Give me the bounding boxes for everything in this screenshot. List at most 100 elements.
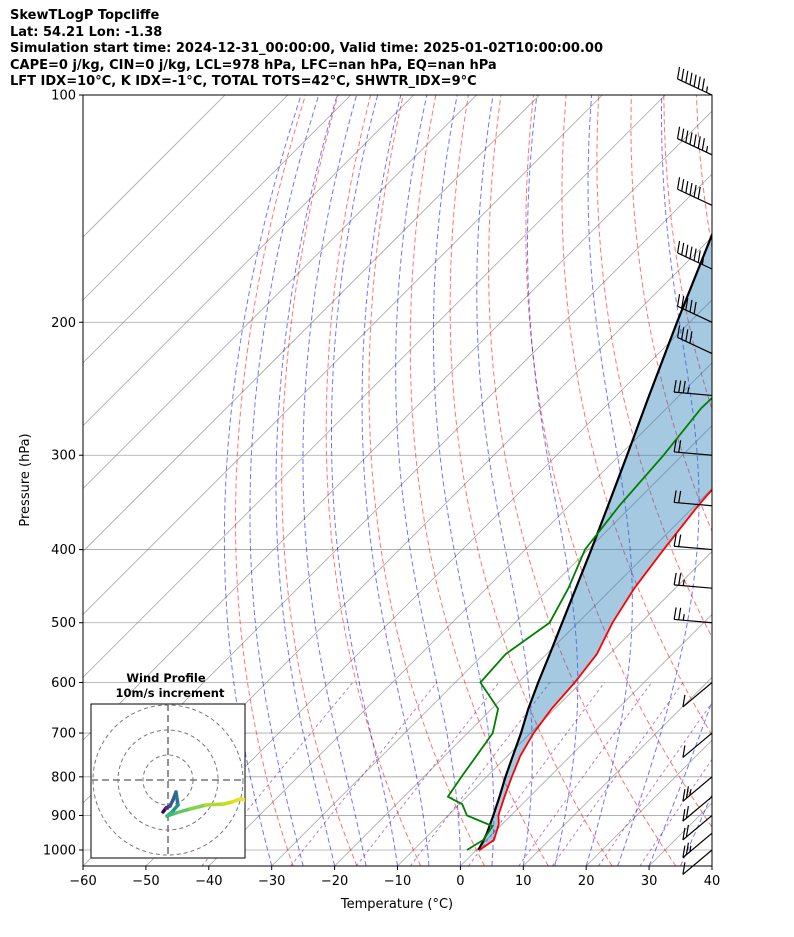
moist-adiabat xyxy=(223,95,302,866)
y-tick-label: 600 xyxy=(51,676,76,691)
chart-header: SkewTLogP Topcliffe Lat: 54.21 Lon: -1.3… xyxy=(10,8,603,91)
hodograph-segment xyxy=(204,802,226,807)
wind-barb-flag xyxy=(685,786,689,799)
dry-adiabat xyxy=(449,95,613,866)
moist-adiabat xyxy=(249,95,320,866)
x-tick-label: −60 xyxy=(69,874,96,889)
wind-barb-half-flag xyxy=(705,146,709,153)
isotherm-line xyxy=(397,550,712,866)
wind-barb xyxy=(676,177,713,206)
wind-barb xyxy=(682,682,713,708)
y-axis-label: Pressure (hPa) xyxy=(18,433,33,526)
wind-barb-staff xyxy=(682,796,713,822)
x-tick-label: 0 xyxy=(456,874,464,889)
mixing-ratio-line xyxy=(355,682,500,866)
wind-barb-flag xyxy=(689,132,693,145)
y-tick-label: 200 xyxy=(51,316,76,331)
wind-barb xyxy=(673,380,713,397)
wind-barb xyxy=(676,325,713,355)
isotherm-line xyxy=(83,95,477,490)
hodograph-segment xyxy=(174,790,180,807)
wind-barb-flag xyxy=(689,246,693,259)
y-tick-label: 100 xyxy=(51,89,76,104)
moist-adiabat xyxy=(302,95,367,866)
wind-barb-staff xyxy=(677,305,713,323)
wind-barb xyxy=(682,796,713,822)
isotherm-line xyxy=(334,488,712,866)
x-tick-label: 10 xyxy=(515,874,532,889)
isotherm-line xyxy=(83,95,352,364)
x-tick-label: 20 xyxy=(578,874,595,889)
wind-barb xyxy=(673,572,713,589)
isotherm-line xyxy=(83,110,712,741)
wind-barb-flag xyxy=(685,842,689,855)
inset-title: Wind Profile xyxy=(126,671,206,685)
isotherm-line xyxy=(83,95,540,553)
wind-barb xyxy=(682,814,713,841)
isotherm-line xyxy=(145,299,712,866)
wind-barb-half-flag xyxy=(689,845,692,852)
x-tick-label: −20 xyxy=(321,874,348,889)
wind-barb-flag xyxy=(681,242,685,255)
wind-barb-flag xyxy=(693,248,697,261)
y-tick-label: 800 xyxy=(51,770,76,785)
x-axis-ticks: −60 −50 −40 −30 −20 −10 0 10 20 30 40 xyxy=(69,866,720,889)
wind-barb xyxy=(676,66,713,96)
wind-barb-staff xyxy=(682,682,713,708)
wind-barb xyxy=(676,294,713,323)
moist-adiabat xyxy=(648,699,712,866)
wind-barb-flag xyxy=(685,806,689,819)
wind-barb-flag xyxy=(673,572,677,585)
wind-barb-staff xyxy=(682,832,713,859)
wind-barb-flag xyxy=(681,128,685,141)
moist-adiabat xyxy=(275,95,338,866)
moist-adiabat xyxy=(527,95,579,866)
wind-barb-flag xyxy=(689,299,693,313)
wind-barb xyxy=(682,732,713,758)
wind-barb-flag xyxy=(697,250,701,263)
wind-barb-flag xyxy=(678,490,682,503)
wind-barb-flag xyxy=(689,72,693,85)
wind-profile-inset: Wind Profile 10m/s increment xyxy=(90,671,246,859)
dry-adiabat xyxy=(488,95,677,866)
dry-adiabat xyxy=(596,95,712,639)
wind-barb-flag xyxy=(685,181,689,194)
wind-barb-flag xyxy=(673,607,677,620)
wind-barb-flag xyxy=(693,184,697,198)
wind-barb-flag xyxy=(673,534,677,547)
wind-barb-staff xyxy=(674,391,713,397)
isotherm-line xyxy=(83,95,414,427)
dry-adiabat xyxy=(561,95,712,736)
wind-barb-flag xyxy=(685,130,689,143)
moist-adiabat xyxy=(361,95,430,866)
wind-barb-flag xyxy=(678,534,682,547)
y-tick-label: 500 xyxy=(51,616,76,631)
wind-barb-flag xyxy=(682,789,686,802)
x-tick-label: −30 xyxy=(258,874,285,889)
dry-adiabat xyxy=(663,95,712,411)
time-line: Simulation start time: 2024-12-31_00:00:… xyxy=(10,41,603,56)
isotherm-line xyxy=(83,95,226,238)
wind-barb-flag xyxy=(678,380,682,393)
wind-barb xyxy=(673,439,713,456)
isotherm-line xyxy=(83,95,666,678)
wind-barb-flag xyxy=(673,490,677,503)
wind-barb xyxy=(676,126,713,156)
cape-line: CAPE=0 j/kg, CIN=0 j/kg, LCL=978 hPa, LF… xyxy=(10,57,497,73)
moist-adiabat xyxy=(331,95,398,866)
wind-barb-flag xyxy=(682,845,686,858)
wind-barb-flag xyxy=(681,179,685,192)
x-tick-label: −50 xyxy=(132,874,159,889)
wind-barb-flag xyxy=(678,440,682,453)
dry-adiabat xyxy=(235,95,306,866)
mixing-ratio-line xyxy=(468,682,605,866)
plot-grid xyxy=(83,95,712,866)
y-tick-label: 400 xyxy=(51,543,76,558)
wind-barb-flag xyxy=(689,331,693,344)
wind-barb-staff xyxy=(674,545,713,551)
y-tick-label: 1000 xyxy=(43,844,76,859)
wind-barb-staff xyxy=(682,776,713,802)
wind-barb xyxy=(682,849,713,875)
wind-barb-flag xyxy=(682,694,686,708)
